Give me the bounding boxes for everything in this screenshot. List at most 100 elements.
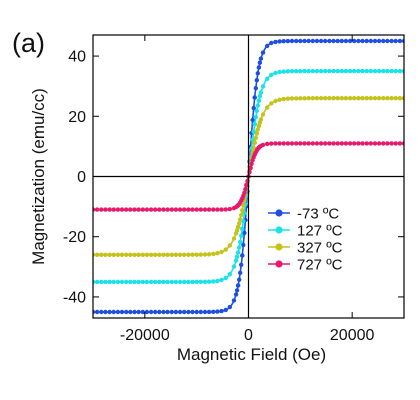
data-point bbox=[289, 141, 295, 146]
data-point bbox=[186, 207, 191, 212]
data-point bbox=[115, 279, 121, 285]
data-point bbox=[161, 279, 166, 285]
data-point bbox=[144, 252, 150, 257]
data-point bbox=[169, 207, 174, 212]
data-point bbox=[327, 96, 332, 101]
data-point bbox=[169, 309, 174, 315]
legend-marker-0 bbox=[275, 209, 283, 217]
data-point bbox=[177, 309, 183, 315]
data-point bbox=[356, 96, 361, 101]
data-point bbox=[356, 38, 361, 44]
data-point bbox=[306, 38, 311, 44]
data-point bbox=[294, 141, 299, 146]
y-tick-label: -40 bbox=[63, 289, 86, 306]
data-point bbox=[327, 141, 332, 146]
data-point bbox=[182, 279, 187, 285]
data-point bbox=[298, 141, 303, 146]
data-point bbox=[234, 288, 240, 293]
data-point bbox=[94, 207, 100, 212]
data-point bbox=[368, 96, 373, 101]
data-point bbox=[265, 43, 270, 49]
data-point bbox=[343, 141, 349, 146]
data-point bbox=[260, 112, 266, 117]
data-point bbox=[157, 279, 162, 285]
data-point bbox=[190, 309, 195, 315]
data-point bbox=[115, 207, 121, 212]
data-point bbox=[277, 39, 282, 44]
legend-marker-1 bbox=[275, 226, 283, 234]
data-point bbox=[331, 141, 336, 146]
data-point bbox=[128, 252, 133, 257]
data-point bbox=[347, 141, 353, 146]
data-point bbox=[393, 141, 398, 146]
data-point bbox=[202, 279, 208, 284]
data-point bbox=[381, 96, 386, 101]
data-point bbox=[241, 203, 246, 208]
data-point bbox=[234, 254, 240, 259]
data-point bbox=[302, 38, 307, 44]
x-tick-label: -20000 bbox=[120, 327, 170, 344]
data-point bbox=[376, 141, 382, 146]
data-point bbox=[381, 68, 386, 74]
data-point bbox=[148, 279, 154, 285]
data-point bbox=[343, 68, 349, 74]
data-point bbox=[269, 101, 274, 106]
data-point bbox=[310, 96, 315, 101]
data-point bbox=[186, 279, 191, 285]
series-markers-2 bbox=[93, 96, 404, 257]
data-point bbox=[250, 117, 255, 123]
data-point bbox=[352, 38, 357, 44]
y-tick-label: 40 bbox=[68, 49, 86, 66]
data-point bbox=[136, 309, 141, 315]
data-point bbox=[153, 279, 158, 285]
data-point bbox=[157, 252, 162, 257]
data-point bbox=[241, 242, 246, 248]
data-point bbox=[144, 207, 150, 212]
data-point bbox=[206, 207, 212, 212]
data-point bbox=[310, 38, 315, 44]
data-point bbox=[239, 212, 244, 218]
data-point bbox=[169, 279, 174, 285]
data-point bbox=[223, 275, 228, 281]
data-point bbox=[227, 272, 232, 277]
data-point bbox=[107, 252, 112, 257]
data-point bbox=[294, 69, 299, 74]
data-point bbox=[239, 262, 244, 267]
data-point bbox=[186, 309, 191, 315]
data-point bbox=[211, 207, 216, 212]
data-point bbox=[190, 207, 195, 212]
data-point bbox=[173, 309, 179, 315]
data-point bbox=[257, 94, 263, 99]
data-point bbox=[277, 141, 282, 146]
data-point bbox=[335, 38, 340, 44]
data-point bbox=[153, 309, 158, 315]
data-point bbox=[148, 309, 154, 315]
data-point bbox=[240, 226, 245, 232]
data-point bbox=[251, 145, 256, 150]
data-point bbox=[249, 161, 254, 167]
data-point bbox=[260, 50, 266, 55]
data-point bbox=[165, 252, 170, 257]
data-point bbox=[136, 252, 141, 257]
data-point bbox=[285, 141, 291, 146]
data-point bbox=[265, 105, 270, 110]
data-point bbox=[182, 309, 187, 315]
data-point bbox=[376, 38, 382, 44]
data-point bbox=[265, 76, 270, 82]
data-point bbox=[343, 96, 349, 101]
data-point bbox=[238, 217, 243, 222]
data-point bbox=[294, 96, 299, 101]
data-point bbox=[294, 38, 299, 44]
data-point bbox=[258, 90, 264, 95]
data-point bbox=[289, 69, 295, 74]
data-point bbox=[318, 68, 324, 74]
data-point bbox=[281, 39, 286, 44]
data-point bbox=[269, 141, 274, 146]
data-point bbox=[310, 141, 315, 146]
data-point bbox=[119, 207, 125, 212]
data-point bbox=[339, 68, 344, 74]
data-point bbox=[202, 207, 208, 212]
data-point bbox=[397, 68, 403, 74]
data-point bbox=[248, 165, 253, 171]
